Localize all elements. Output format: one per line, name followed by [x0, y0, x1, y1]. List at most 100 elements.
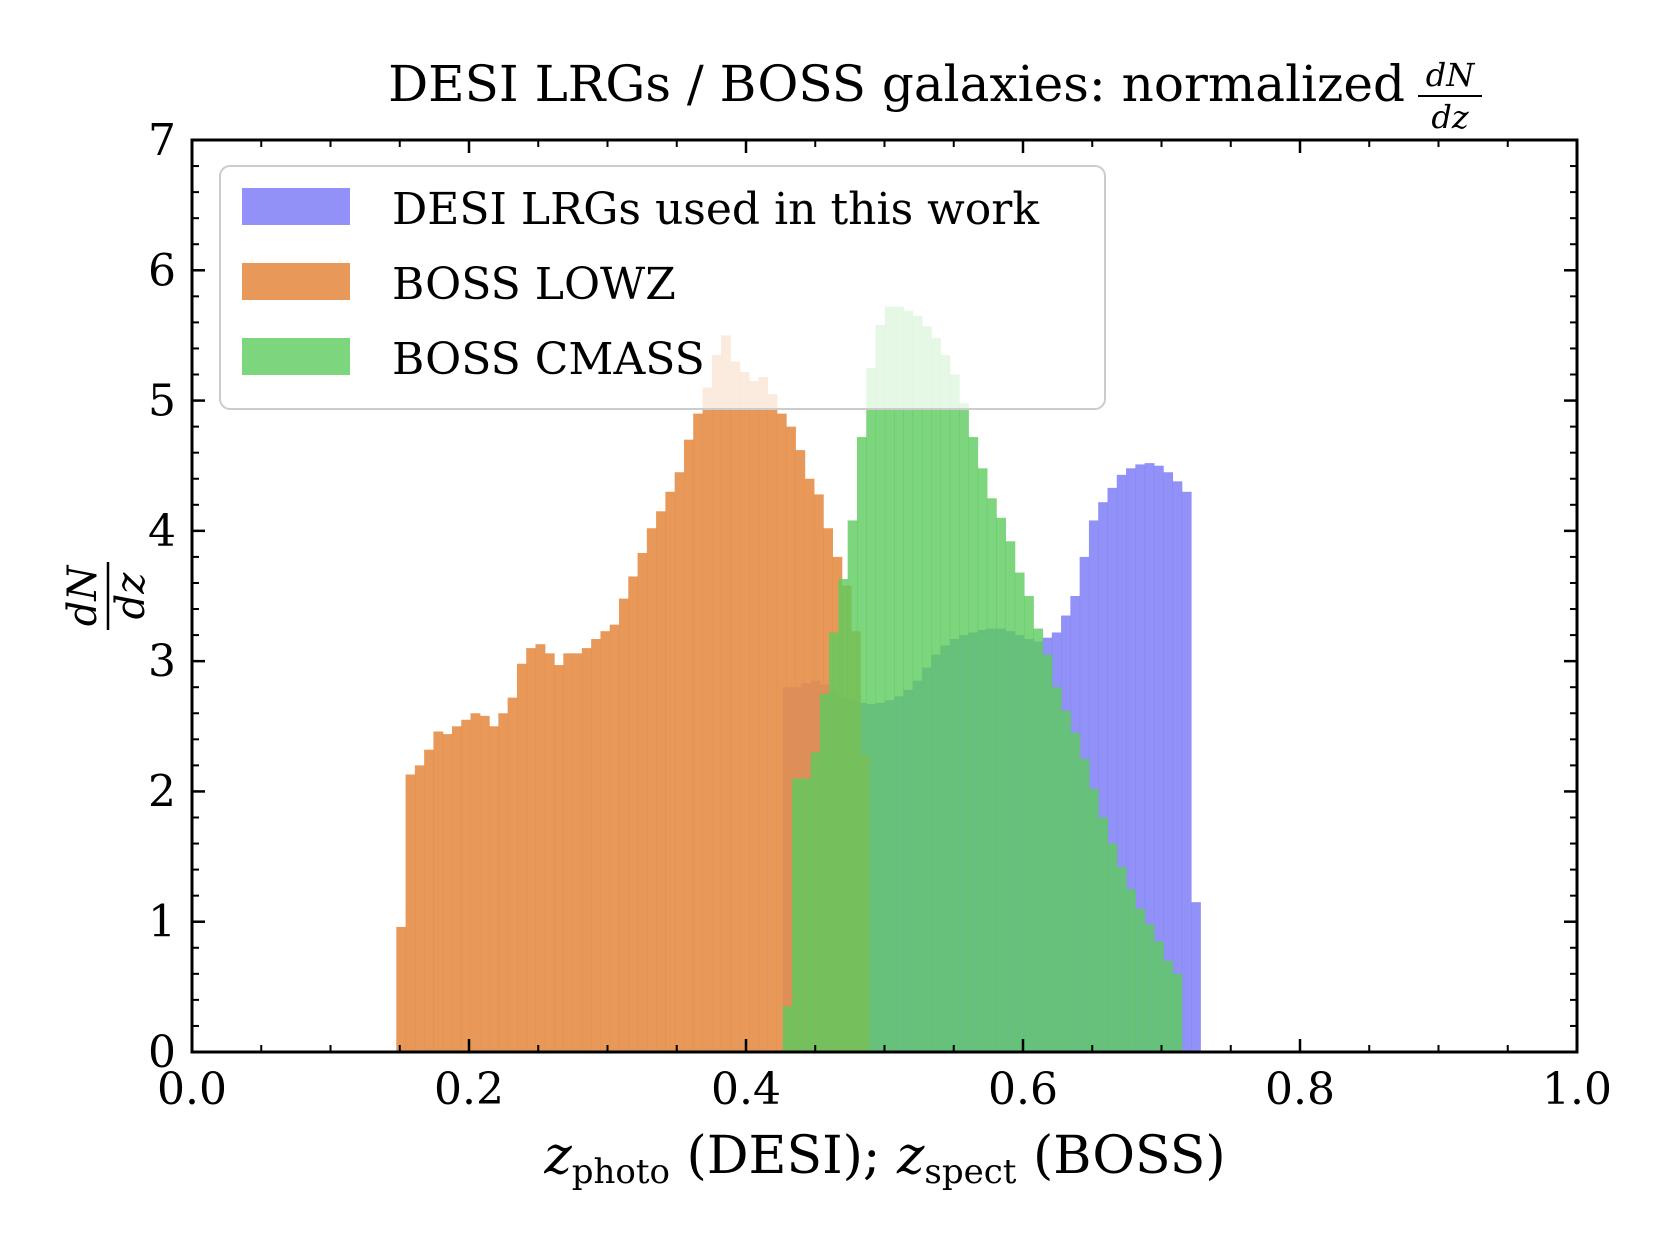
bar-cmass-42 — [1172, 973, 1183, 1052]
y-tick-label: 1 — [148, 897, 176, 948]
bar-lowz-3 — [424, 749, 435, 1052]
bar-lowz-17 — [554, 665, 564, 1052]
bar-cmass-31 — [1070, 732, 1081, 1052]
bar-cmass-19 — [959, 403, 969, 1052]
bar-cmass-37 — [1126, 889, 1136, 1052]
bar-cmass-13 — [903, 310, 914, 1052]
bar-lowz-10 — [489, 726, 499, 1052]
x-tick-label: 0.2 — [434, 1064, 504, 1115]
legend: DESI LRGs used in this work BOSS LOWZ BO… — [219, 165, 1106, 410]
x-label-text2: (BOSS) — [1016, 1126, 1225, 1186]
x-tick-label: 0.0 — [157, 1064, 227, 1115]
title-text: DESI LRGs / BOSS galaxies: normalized — [388, 55, 1405, 113]
bar-lowz-30 — [674, 472, 685, 1053]
bar-lowz-33 — [702, 387, 713, 1052]
bar-cmass-18 — [949, 374, 960, 1052]
chart-title: DESI LRGs / BOSS galaxies: normalized dN… — [388, 55, 1482, 136]
axis-ticks: 0.0 0.2 0.4 0.6 0.8 1.0 0 1 2 3 4 5 6 7 — [148, 115, 1612, 1115]
bar-lowz-29 — [665, 491, 676, 1052]
bar-desi-35 — [1107, 487, 1118, 1052]
y-tick-label: 6 — [148, 245, 176, 296]
legend-label-cmass: BOSS CMASS — [392, 334, 705, 385]
bar-desi-39 — [1144, 463, 1155, 1052]
histogram-bars — [396, 306, 1201, 1053]
bar-lowz-23 — [609, 624, 620, 1052]
bar-lowz-28 — [656, 511, 666, 1052]
bar-cmass-0 — [782, 1006, 793, 1052]
bar-lowz-25 — [628, 576, 639, 1052]
bar-lowz-18 — [563, 653, 574, 1052]
title-fraction-numerator: dN — [1426, 56, 1475, 94]
y-tick-label: 5 — [148, 376, 176, 427]
bar-lowz-43 — [795, 450, 806, 1053]
bar-desi-34 — [1098, 502, 1109, 1052]
bar-lowz-6 — [451, 726, 462, 1052]
bar-lowz-21 — [591, 638, 602, 1052]
bar-cmass-15 — [921, 326, 932, 1052]
y-tick-label: 2 — [148, 766, 176, 817]
x-axis-label: zphoto (DESI); zspect (BOSS) — [543, 1126, 1225, 1192]
bar-cmass-1 — [791, 778, 802, 1052]
bar-desi-38 — [1135, 464, 1146, 1052]
bar-lowz-20 — [581, 648, 592, 1052]
x-label-text1: (DESI); — [670, 1126, 897, 1186]
x-label-var1: z — [543, 1126, 572, 1186]
legend-swatch-desi — [242, 188, 350, 225]
x-tick-label: 0.8 — [1265, 1064, 1335, 1115]
bar-lowz-41 — [776, 413, 787, 1053]
bar-cmass-33 — [1088, 788, 1099, 1052]
x-label-sub1: photo — [572, 1152, 670, 1192]
legend-label-desi: DESI LRGs used in this work — [392, 184, 1039, 235]
bar-lowz-8 — [470, 713, 481, 1052]
bar-cmass-10 — [875, 325, 886, 1052]
bar-cmass-20 — [968, 437, 979, 1052]
bar-lowz-38 — [748, 381, 759, 1052]
bar-cmass-6 — [838, 579, 849, 1052]
x-axis-label-text: zphoto (DESI); zspect (BOSS) — [543, 1126, 1225, 1192]
bar-lowz-42 — [786, 426, 796, 1052]
bar-lowz-34 — [711, 354, 722, 1053]
bar-lowz-31 — [683, 439, 694, 1052]
y-label-numerator: dN — [60, 564, 106, 627]
bar-lowz-14 — [526, 648, 537, 1052]
bar-desi-36 — [1116, 474, 1127, 1053]
bar-cmass-8 — [856, 437, 867, 1052]
legend-swatch-cmass — [242, 338, 350, 375]
bar-lowz-5 — [442, 734, 453, 1052]
bar-cmass-34 — [1098, 817, 1109, 1052]
y-tick-label: 7 — [148, 115, 176, 166]
series-cmass — [782, 306, 1183, 1053]
bar-cmass-7 — [847, 520, 858, 1052]
bar-lowz-0 — [396, 926, 407, 1052]
bar-cmass-38 — [1135, 908, 1146, 1052]
bar-cmass-39 — [1144, 924, 1155, 1052]
bar-lowz-40 — [767, 394, 778, 1052]
bar-lowz-4 — [433, 731, 444, 1052]
bar-lowz-1 — [405, 774, 416, 1052]
y-tick-label: 4 — [148, 506, 176, 557]
bar-cmass-3 — [810, 752, 821, 1052]
bar-cmass-12 — [894, 306, 904, 1052]
bar-lowz-24 — [619, 598, 629, 1052]
bar-desi-41 — [1163, 472, 1174, 1053]
y-tick-label: 3 — [148, 636, 176, 687]
bar-cmass-14 — [912, 315, 923, 1052]
bar-lowz-27 — [646, 528, 657, 1052]
x-label-var2: z — [896, 1126, 925, 1186]
plot-frame — [190, 138, 1579, 1054]
legend-box — [219, 165, 1106, 410]
bar-cmass-26 — [1023, 596, 1034, 1052]
bar-cmass-17 — [940, 354, 951, 1053]
bar-lowz-22 — [600, 631, 611, 1052]
bar-desi-37 — [1126, 468, 1136, 1052]
legend-label-lowz: BOSS LOWZ — [392, 259, 676, 310]
y-tick-label: 0 — [148, 1027, 176, 1078]
bar-cmass-29 — [1051, 687, 1062, 1052]
bar-lowz-39 — [758, 377, 769, 1052]
y-axis-label: dN dz — [60, 562, 154, 630]
bar-cmass-28 — [1042, 654, 1053, 1052]
bar-cmass-32 — [1079, 758, 1090, 1052]
bar-cmass-35 — [1107, 843, 1118, 1052]
bar-cmass-27 — [1033, 628, 1044, 1052]
bar-cmass-21 — [977, 468, 988, 1052]
